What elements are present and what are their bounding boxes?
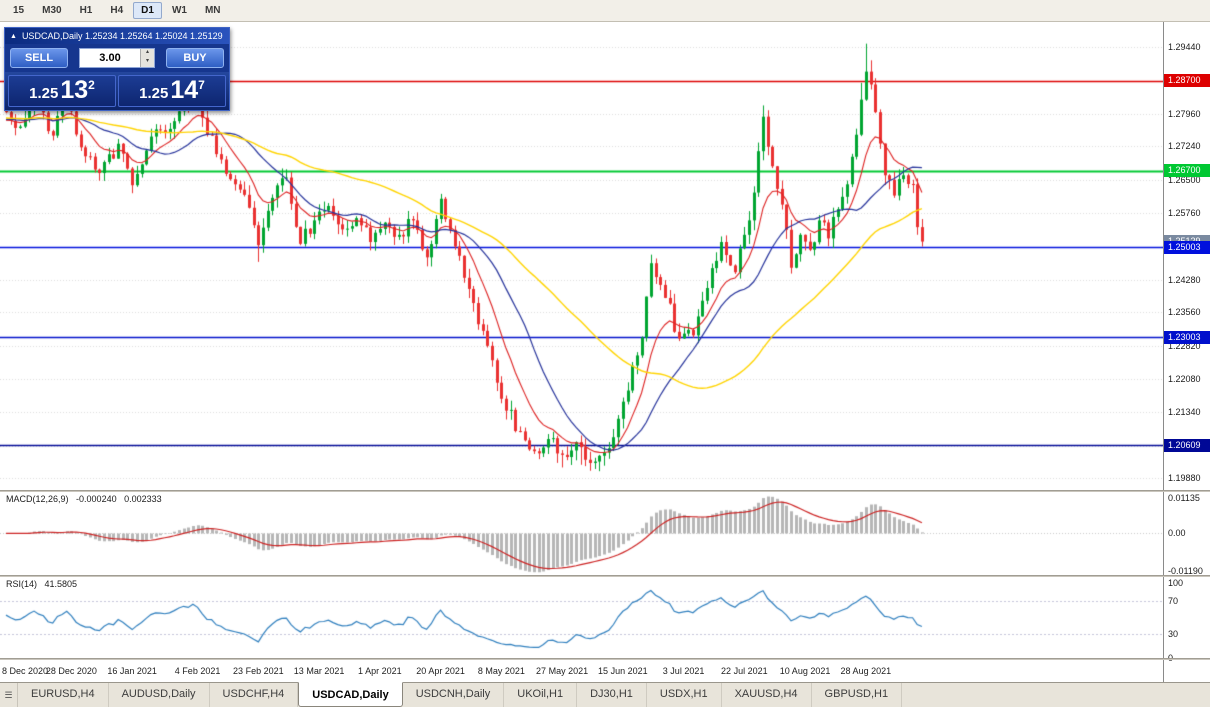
price-axis-label: 1.26500 — [1168, 174, 1201, 185]
price-axis-label: 1.29440 — [1168, 42, 1201, 53]
rsi-value: 41.5805 — [44, 579, 78, 589]
price-axis[interactable]: 1.29440 1.27960 1.27240 1.26500 1.25760 1.242… — [1163, 22, 1210, 682]
panel-resize-handle-rsi[interactable] — [0, 575, 1210, 577]
panel-resize-handle-macd[interactable] — [0, 490, 1210, 492]
macd-axis-label: 0.01135 — [1168, 493, 1200, 503]
price-axis-label: 1.22080 — [1168, 374, 1201, 385]
date-axis-label: 1 Apr 2021 — [358, 666, 402, 676]
date-axis-label: 15 Jun 2021 — [598, 666, 648, 676]
price-axis-label: 1.22820 — [1168, 340, 1201, 351]
ask-price-pipette: 7 — [198, 78, 205, 92]
date-axis-label: 8 Dec 2020 — [2, 666, 49, 676]
date-axis-label: 16 Jan 2021 — [107, 666, 157, 676]
timeframe-toolbar: 15 M30 H1 H4 D1 W1 MN — [0, 0, 1210, 22]
bid-price-base: 1.25 — [29, 85, 59, 102]
rsi-axis-label: 100 — [1168, 578, 1184, 588]
price-axis-label: 1.25760 — [1168, 208, 1201, 219]
bid-price-button[interactable]: 1.25 13 2 — [8, 75, 116, 107]
rsi-axis-label: 70 — [1168, 596, 1179, 607]
timeframe-button-15[interactable]: 15 — [13, 5, 25, 16]
tab-usdcnh-daily[interactable]: USDCNH,Daily — [403, 683, 505, 707]
rsi-indicator-label: RSI(14) 41.5805 — [6, 579, 77, 589]
bid-price-pips: 13 — [60, 76, 89, 104]
timeframe-button-H1[interactable]: H1 — [79, 5, 93, 16]
macd-panel-canvas[interactable] — [0, 492, 1163, 575]
macd-indicator-label: MACD(12,26,9) -0.000240 0.002333 — [6, 494, 162, 504]
buy-button[interactable]: BUY — [166, 48, 224, 68]
tab-dj30-h1[interactable]: DJ30,H1 — [577, 683, 647, 707]
date-axis-label: 28 Aug 2021 — [840, 666, 892, 676]
date-axis-label: 23 Feb 2021 — [233, 666, 284, 676]
trade-panel-header: ▲ USDCAD,Daily 1.25234 1.25264 1.25024 1… — [5, 28, 229, 44]
date-axis-label: 10 Aug 2021 — [779, 666, 831, 676]
macd-axis-label: -0.01190 — [1168, 566, 1203, 577]
date-axis-label: 27 May 2021 — [536, 666, 589, 676]
tab-usdx-h1[interactable]: USDX,H1 — [647, 683, 722, 707]
macd-value: -0.000240 — [76, 494, 117, 504]
price-axis-label: 1.21340 — [1168, 407, 1201, 418]
macd-signal-value: 0.002333 — [124, 494, 162, 504]
bid-price-pipette: 2 — [88, 78, 95, 92]
one-click-trade-panel: ▲ USDCAD,Daily 1.25234 1.25264 1.25024 1… — [4, 27, 230, 111]
price-axis-label: 1.27960 — [1168, 108, 1201, 119]
lot-increase-button[interactable]: ▴ — [145, 49, 149, 55]
lot-decrease-button[interactable]: ▾ — [145, 58, 149, 64]
macd-name: MACD(12,26,9) — [6, 494, 69, 504]
chart-title-ohlc: USDCAD,Daily 1.25234 1.25264 1.25024 1.2… — [21, 31, 223, 41]
date-axis-label: 3 Jul 2021 — [662, 666, 705, 676]
date-axis-label: 20 Apr 2021 — [416, 666, 465, 676]
ask-price-pips: 14 — [170, 76, 199, 104]
price-axis-label: 1.19880 — [1168, 473, 1201, 484]
lot-size-stepper: ▴ ▾ — [79, 48, 155, 68]
price-level-tag-1.25003: 1.25003 — [1164, 240, 1210, 254]
rsi-axis-label: 30 — [1168, 628, 1179, 639]
collapse-trade-panel-icon[interactable]: ▲ — [10, 32, 17, 40]
date-axis-label: 28 Dec 2020 — [45, 666, 97, 676]
price-axis-label: 1.24280 — [1168, 274, 1201, 285]
chart-window: MACD(12,26,9) -0.000240 0.002333 RSI(14)… — [0, 22, 1210, 682]
timeframe-button-M30[interactable]: M30 — [42, 5, 62, 16]
date-axis-label: 8 May 2021 — [477, 666, 525, 676]
tab-gbpusd-h1[interactable]: GBPUSD,H1 — [812, 683, 903, 707]
chart-tabs-bar: ☰ EURUSD,H4 AUDUSD,Daily USDCHF,H4 USDCAD,D… — [0, 682, 1210, 707]
price-level-tag-1.26700: 1.26700 — [1164, 164, 1210, 178]
date-axis[interactable]: 8 Dec 2020 28 Dec 2020 16 Jan 2021 4 Feb 20… — [0, 660, 1163, 682]
ask-price-base: 1.25 — [139, 85, 169, 102]
rsi-name: RSI(14) — [6, 579, 38, 589]
macd-axis-label: 0.00 — [1168, 527, 1186, 538]
lot-size-input[interactable] — [80, 49, 140, 67]
timeframe-button-MN[interactable]: MN — [204, 5, 221, 16]
price-axis-label: 1.27240 — [1168, 141, 1201, 152]
price-level-tag-1.28700: 1.28700 — [1164, 74, 1210, 88]
tab-audusd-daily[interactable]: AUDUSD,Daily — [109, 683, 210, 707]
timeframe-button-H4[interactable]: H4 — [110, 5, 124, 16]
date-axis-label: 22 Jul 2021 — [721, 666, 768, 676]
sell-button[interactable]: SELL — [10, 48, 68, 68]
tab-list-icon[interactable]: ☰ — [0, 683, 18, 707]
rsi-panel-canvas[interactable] — [0, 577, 1163, 658]
tab-eurusd-h4[interactable]: EURUSD,H4 — [18, 683, 109, 707]
ask-price-button[interactable]: 1.25 14 7 — [118, 75, 226, 107]
date-axis-label: 13 Mar 2021 — [293, 666, 345, 676]
tab-usdchf-h4[interactable]: USDCHF,H4 — [210, 683, 299, 707]
price-level-tag-1.20609: 1.20609 — [1164, 438, 1210, 452]
timeframe-button-W1[interactable]: W1 — [171, 5, 187, 16]
price-axis-label: 1.23560 — [1168, 307, 1201, 318]
timeframe-button-D1[interactable]: D1 — [133, 2, 162, 19]
price-level-tag-1.23003: 1.23003 — [1164, 330, 1210, 344]
date-axis-label: 4 Feb 2021 — [174, 666, 221, 676]
tab-usdcad-daily[interactable]: USDCAD,Daily — [298, 682, 403, 707]
tab-xauusd-h4[interactable]: XAUUSD,H4 — [722, 683, 812, 707]
panel-resize-handle-dates[interactable] — [0, 658, 1210, 660]
tab-ukoil-h1[interactable]: UKOil,H1 — [504, 683, 578, 707]
